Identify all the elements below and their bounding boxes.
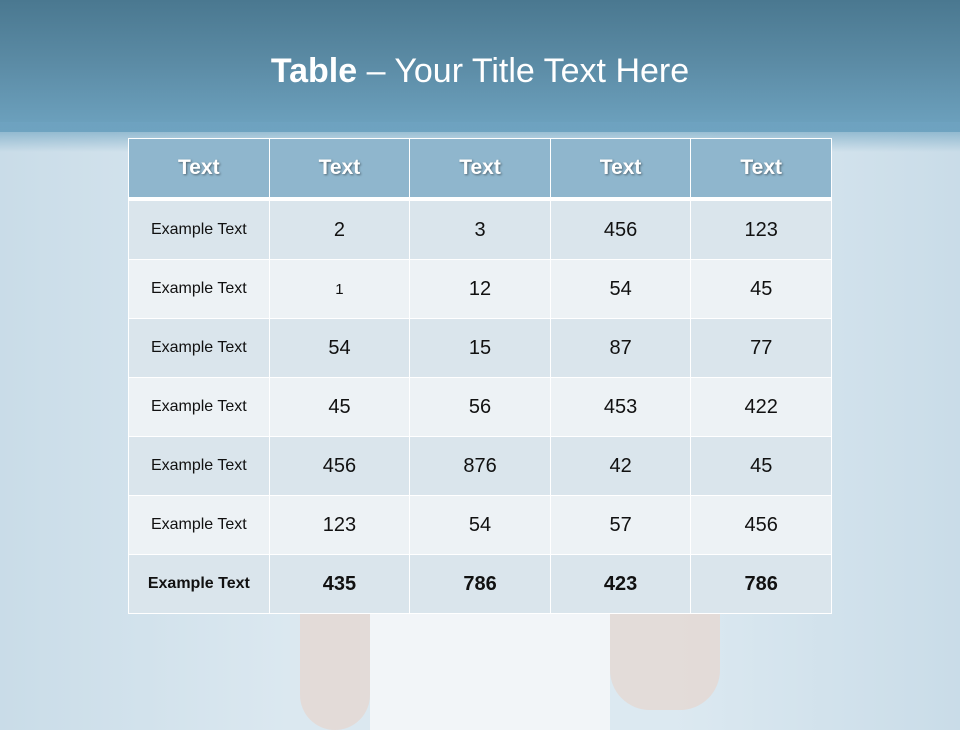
slide-title-rest: – Your Title Text Here <box>357 52 690 90</box>
table-cell: 456 <box>549 198 692 260</box>
table-cell: 1 <box>268 259 411 319</box>
column-header: Text <box>409 138 551 201</box>
table-cell: 453 <box>549 377 692 437</box>
row-label-cell: Example Text <box>128 436 270 496</box>
table-cell: 45 <box>690 259 832 319</box>
table-cell: 45 <box>690 436 832 496</box>
table-cell: 456 <box>268 436 411 496</box>
table-cell: 435 <box>268 554 411 614</box>
row-label-cell: Example Text <box>128 198 270 260</box>
table-cell: 423 <box>549 554 692 614</box>
table-cell: 45 <box>268 377 411 437</box>
table-header-row: Text Text Text Text Text <box>128 138 832 201</box>
table-cell: 422 <box>690 377 832 437</box>
table-cell: 15 <box>409 318 551 378</box>
table-cell: 87 <box>549 318 692 378</box>
table-row: Example Text 54 15 87 77 <box>128 318 832 378</box>
row-label-cell: Example Text <box>128 554 270 614</box>
column-header: Text <box>128 138 270 201</box>
table-cell: 56 <box>409 377 551 437</box>
table-row: Example Text 1 12 54 45 <box>128 259 832 319</box>
table-cell: 456 <box>690 495 832 555</box>
table-row: Example Text 456 876 42 45 <box>128 436 832 496</box>
row-label-cell: Example Text <box>128 495 270 555</box>
table-cell: 876 <box>409 436 551 496</box>
table-cell: 123 <box>690 198 832 260</box>
table-cell: 42 <box>549 436 692 496</box>
table-row: Example Text 123 54 57 456 <box>128 495 832 555</box>
title-band <box>0 0 960 132</box>
table-cell: 2 <box>268 198 411 260</box>
row-label-cell: Example Text <box>128 377 270 437</box>
table-cell: 54 <box>409 495 551 555</box>
table-cell: 77 <box>690 318 832 378</box>
table-row: Example Text 45 56 453 422 <box>128 377 832 437</box>
table-row: Example Text 2 3 456 123 <box>128 198 832 260</box>
row-label-cell: Example Text <box>128 259 270 319</box>
table-cell: 3 <box>409 198 551 260</box>
column-header: Text <box>268 138 411 201</box>
slide-title-bold: Table <box>270 52 358 90</box>
table-cell: 786 <box>690 554 832 614</box>
table-cell: 54 <box>268 318 411 378</box>
data-table: Text Text Text Text Text Example Text 2 3 4… <box>128 138 832 614</box>
table-cell: 786 <box>409 554 551 614</box>
slide-title: Table – Your Title Text Here <box>0 52 960 91</box>
table-cell: 54 <box>549 259 692 319</box>
table-cell: 57 <box>549 495 692 555</box>
column-header: Text <box>690 138 832 201</box>
column-header: Text <box>549 138 692 201</box>
row-label-cell: Example Text <box>128 318 270 378</box>
table-total-row: Example Text 435 786 423 786 <box>128 554 832 614</box>
table-cell: 123 <box>268 495 411 555</box>
table-cell: 12 <box>409 259 551 319</box>
